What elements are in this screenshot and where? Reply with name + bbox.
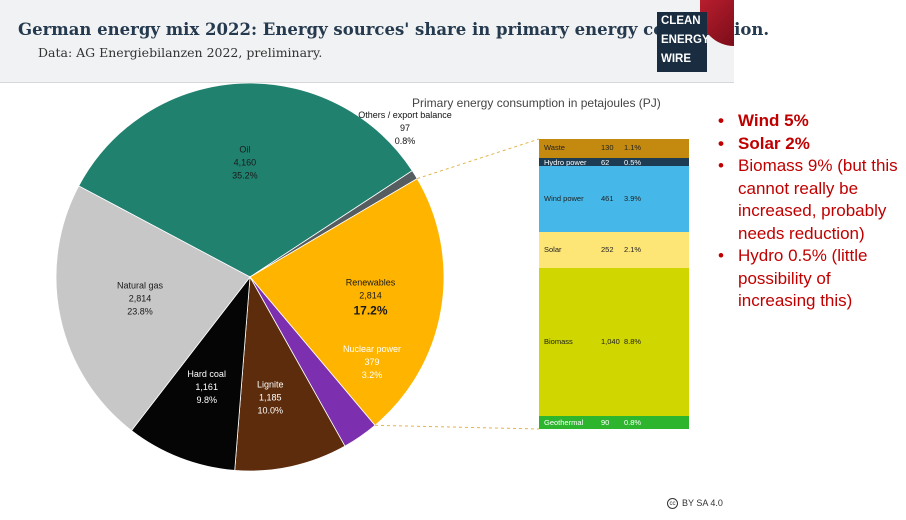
- segment-share: 0.8%: [624, 417, 642, 427]
- chart-slide: German energy mix 2022: Energy sources' …: [0, 0, 770, 510]
- stack-segment-biomass: Biomass 1,040 8.8%: [539, 267, 689, 417]
- pie-label-name: Nuclear power: [343, 344, 401, 354]
- stack-segment-geothermal: Geothermal 90 0.8%: [539, 416, 689, 429]
- pie-slice-oil: [78, 82, 413, 278]
- pie-label-share: 23.8%: [127, 307, 153, 317]
- pie-slice-natural-gas: [55, 185, 251, 432]
- note-item: • Solar 2%: [716, 133, 902, 156]
- segment-share: 2.1%: [624, 245, 642, 255]
- pie-label-value: 379: [364, 357, 379, 367]
- logo-line: CLEAN: [661, 15, 701, 27]
- segment-name: Biomass: [544, 337, 573, 347]
- note-item: • Biomass 9% (but this cannot really be i…: [716, 155, 902, 245]
- stack-segment-solar: Solar 252 2.1%: [539, 232, 689, 268]
- note-item: • Wind 5%: [716, 110, 902, 133]
- note-text: Biomass 9% (but this cannot really be in…: [738, 156, 898, 243]
- pie-label-name: Hard coal: [187, 369, 226, 379]
- pie-label-share: 17.2%: [353, 304, 387, 318]
- pie-label-share: 3.2%: [362, 370, 383, 380]
- pie-label-value: 2,814: [129, 294, 152, 304]
- segment-name: Geothermal: [544, 417, 584, 427]
- pie-label-share: 0.8%: [395, 136, 416, 146]
- pie-label-value: 97: [400, 123, 410, 133]
- pie-label-name: Lignite: [257, 380, 284, 390]
- pie-label-share: 9.8%: [196, 395, 217, 405]
- segment-value: 90: [601, 417, 610, 427]
- creative-commons-icon: cc: [667, 498, 678, 510]
- connector-line: [374, 424, 540, 430]
- pie-slice-hard-coal: [130, 275, 251, 471]
- segment-name: Solar: [544, 245, 562, 255]
- segment-share: 0.5%: [624, 157, 642, 167]
- pie-slices: [55, 82, 445, 472]
- pie-label-name: Natural gas: [117, 281, 164, 291]
- unit-label: Primary energy consumption in petajoules…: [412, 96, 661, 110]
- header-band: German energy mix 2022: Energy sources' …: [0, 0, 769, 83]
- segment-value: 130: [601, 143, 614, 153]
- notes-bullet-list: • Wind 5% • Solar 2% • Biomass 9% (but this c…: [716, 110, 902, 313]
- pie-label-value: 2,814: [359, 291, 382, 301]
- stack-segment-waste: Waste 130 1.1%: [539, 139, 689, 158]
- pie-labels: Oil 4,160 35.2% Others / export balance 97 0.…: [117, 110, 452, 416]
- chart-title: German energy mix 2022: Energy sources' …: [18, 20, 770, 39]
- pie-label-share: 10.0%: [258, 406, 284, 416]
- connector-line: [417, 138, 540, 180]
- segment-value: 461: [601, 194, 614, 204]
- renewables-stacked-bar: Waste 130 1.1% Hydro power 62 0.5% Wind power 4…: [539, 139, 689, 429]
- bullet-icon: •: [718, 156, 724, 175]
- pie-slice-renewables: [249, 178, 445, 426]
- pie-label-share: 35.2%: [232, 171, 258, 181]
- segment-share: 3.9%: [624, 194, 642, 204]
- segment-value: 62: [601, 157, 610, 167]
- bullet-icon: •: [718, 246, 724, 265]
- segment-name: Hydro power: [544, 157, 587, 167]
- pie-slice-lignite: [234, 275, 346, 472]
- pie-label-value: 1,185: [259, 393, 282, 403]
- license-badge: cc BY SA 4.0: [667, 498, 723, 510]
- note-text: Solar 2%: [738, 133, 810, 153]
- chart-subtitle: Data: AG Energiebilanzen 2022, prelimina…: [38, 45, 323, 60]
- license-text: BY SA 4.0: [682, 498, 723, 508]
- note-text: Wind 5%: [738, 111, 809, 130]
- stack-segment-wind-power: Wind power 461 3.9%: [539, 166, 689, 233]
- pie-label-value: 1,161: [195, 382, 218, 392]
- segment-name: Wind power: [544, 194, 584, 204]
- segment-value: 1,040: [601, 337, 620, 347]
- segment-share: 8.8%: [624, 337, 642, 347]
- logo-line: WIRE: [661, 53, 692, 65]
- logo-line: ENERGY: [661, 34, 707, 46]
- bullet-icon: •: [718, 111, 724, 130]
- segment-name: Waste: [544, 143, 565, 153]
- note-item: • Hydro 0.5% (little possibility of incre…: [716, 245, 902, 313]
- pie-label-name: Oil: [239, 145, 250, 155]
- bullet-icon: •: [718, 133, 724, 153]
- pie-label-name: Others / export balance: [358, 110, 452, 120]
- segment-value: 252: [601, 245, 614, 255]
- stack-segment-hydro-power: Hydro power 62 0.5%: [539, 157, 689, 167]
- pie-label-name: Renewables: [346, 278, 396, 288]
- energy-mix-pie-chart: Oil 4,160 35.2% Others / export balance 97 0.…: [55, 82, 540, 472]
- segment-share: 1.1%: [624, 143, 642, 153]
- note-text: Hydro 0.5% (little possibility of increa…: [738, 246, 868, 310]
- clean-energy-wire-logo: CLEAN ENERGY WIRE: [657, 12, 707, 72]
- pie-label-value: 4,160: [234, 158, 257, 168]
